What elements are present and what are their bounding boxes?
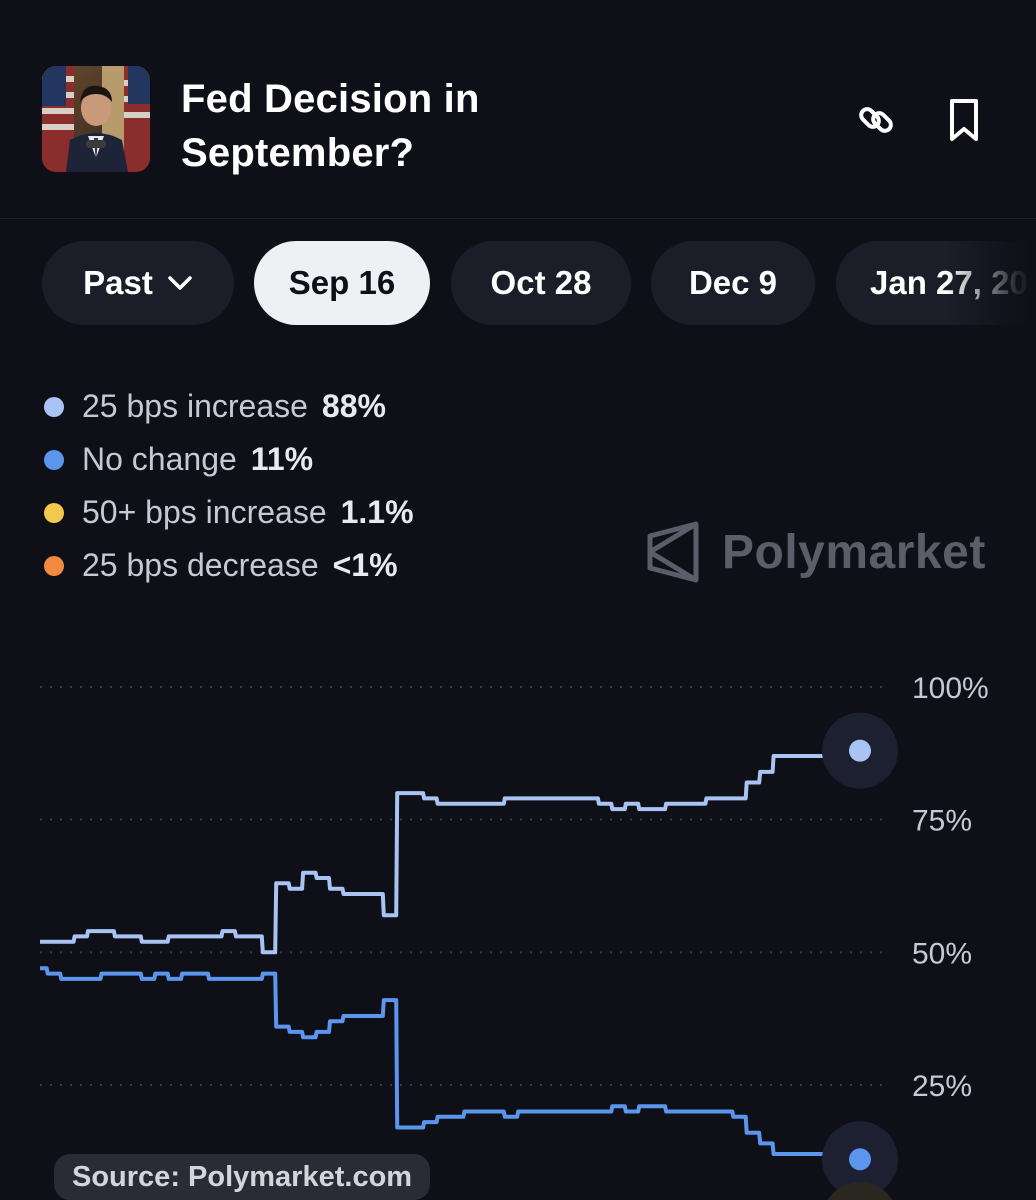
- legend-value: 88%: [321, 388, 386, 424]
- y-tick-label: 100%: [912, 672, 989, 705]
- bookmark-icon[interactable]: [940, 96, 988, 144]
- legend-item: No change 11%: [42, 433, 414, 486]
- legend-label: No change: [82, 441, 237, 477]
- legend-value: 11%: [250, 441, 314, 477]
- y-tick-label: 50%: [912, 937, 972, 970]
- tab-label: Sep 16: [288, 264, 396, 301]
- watermark-text: Polymarket: [722, 525, 986, 579]
- tab-jan-27[interactable]: Jan 27, 20: [836, 241, 1036, 325]
- polymarket-logo-icon: [647, 521, 699, 583]
- legend-label: 25 bps increase: [82, 388, 308, 424]
- chevron-down-icon: [167, 275, 193, 291]
- y-tick-label: 75%: [912, 805, 972, 838]
- market-header: Fed Decision in September?: [0, 0, 1036, 219]
- legend-item: 25 bps increase 88%: [42, 380, 414, 433]
- end-point-dot: [849, 739, 871, 762]
- polymarket-watermark: Polymarket: [646, 520, 986, 584]
- legend-value: 1.1%: [340, 494, 414, 530]
- market-thumbnail: [42, 66, 150, 172]
- tab-oct-28[interactable]: Oct 28: [451, 241, 631, 325]
- end-point-dot: [849, 1148, 871, 1171]
- y-tick-label: 25%: [912, 1070, 972, 1103]
- series-line-25-bps-increase: [40, 748, 860, 955]
- date-tabs: Past Sep 16 Oct 28 Dec 9 Jan 27, 20: [0, 241, 1036, 327]
- legend-value: <1%: [332, 547, 398, 583]
- legend-label: 50+ bps increase: [82, 494, 327, 530]
- series-line-no-change: [40, 966, 860, 1162]
- tab-label: Past: [83, 264, 153, 301]
- legend-item: 25 bps decrease <1%: [42, 539, 414, 592]
- tab-label: Dec 9: [688, 264, 778, 301]
- tab-label: Jan 27, 20: [870, 264, 1028, 301]
- legend-label: 25 bps decrease: [82, 547, 319, 583]
- legend-dot: [44, 502, 64, 523]
- end-point-halo: [827, 1182, 893, 1200]
- tab-past[interactable]: Past: [42, 241, 234, 325]
- probability-chart: 100% 75% 50% 25%: [40, 672, 989, 1200]
- tab-dec-9[interactable]: Dec 9: [651, 241, 815, 325]
- legend-dot: [44, 555, 64, 576]
- source-badge: Source: Polymarket.com: [54, 1154, 431, 1200]
- chart-legend: 25 bps increase 88% No change 11% 50+ bp…: [42, 380, 414, 592]
- link-icon[interactable]: [852, 96, 900, 144]
- tab-sep-16[interactable]: Sep 16: [254, 241, 430, 325]
- legend-dot: [44, 396, 64, 417]
- legend-dot: [44, 449, 64, 470]
- page-title: Fed Decision in September?: [181, 77, 480, 175]
- tab-label: Oct 28: [490, 264, 592, 301]
- legend-item: 50+ bps increase 1.1%: [42, 486, 414, 539]
